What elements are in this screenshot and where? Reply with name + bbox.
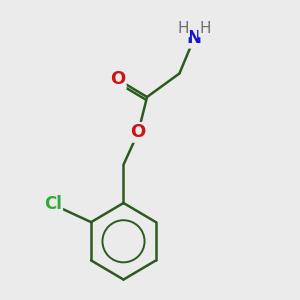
Text: N: N: [187, 29, 202, 47]
Text: O: O: [130, 123, 146, 141]
Text: O: O: [110, 70, 125, 88]
Text: H: H: [177, 21, 189, 36]
Text: Cl: Cl: [44, 196, 62, 214]
Text: H: H: [200, 21, 211, 36]
